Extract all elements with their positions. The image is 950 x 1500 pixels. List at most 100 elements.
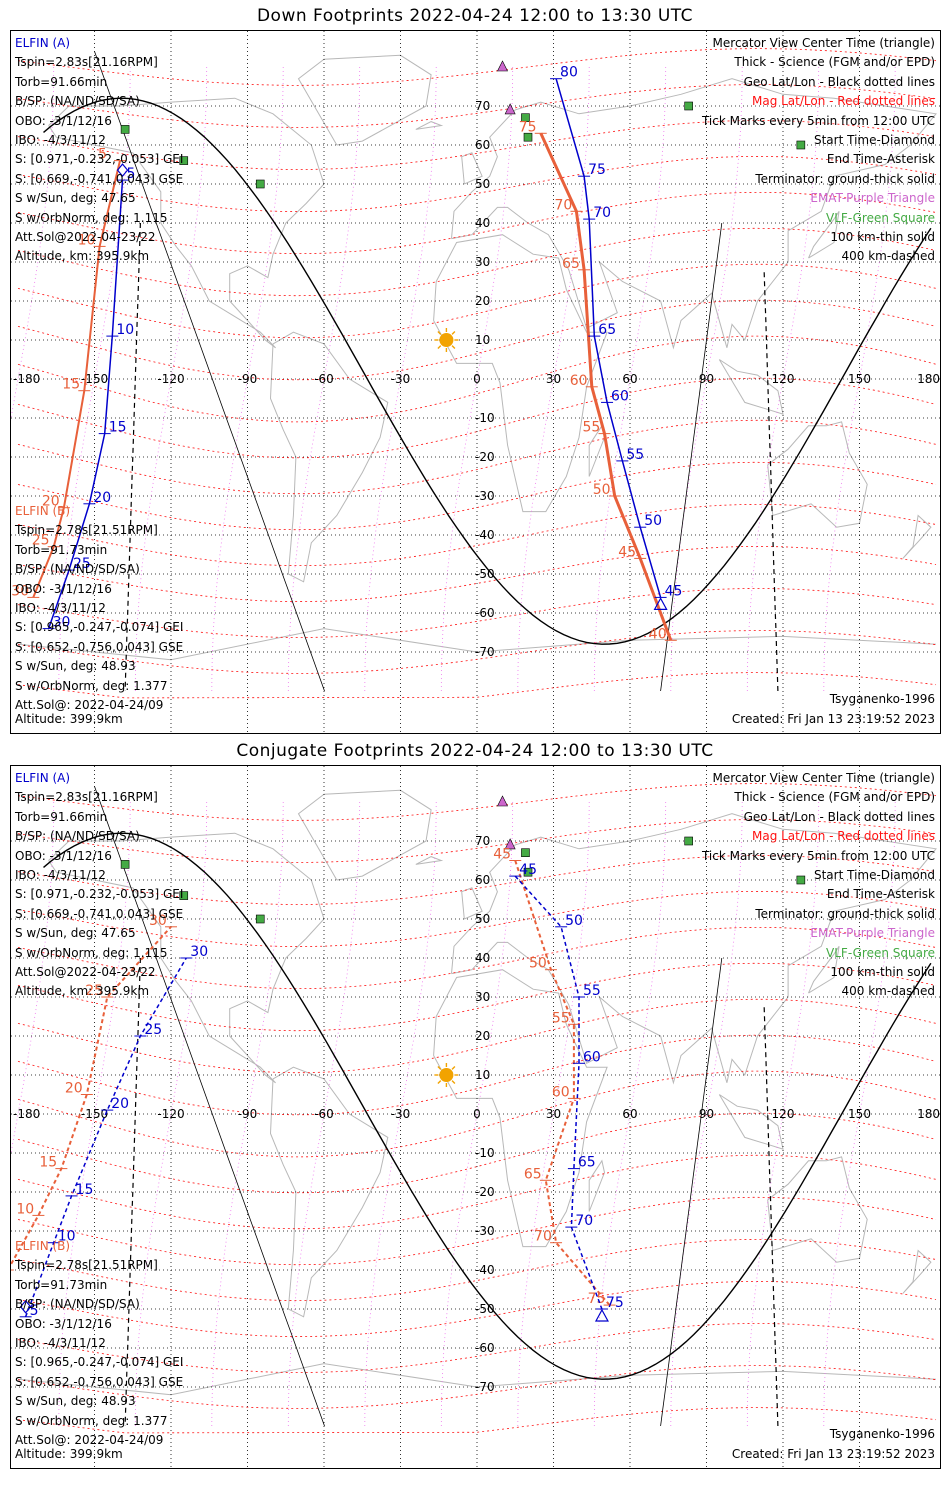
mag-parallel <box>17 855 937 905</box>
elfin-b-line: OBO: -3/1/12/16 <box>15 581 112 596</box>
elfin-b-line: S: [0.965,-0.247,-0.074] GEI <box>15 1355 184 1370</box>
elfin-a-line: B/SP: (NA/ND/SD/SA) <box>15 94 140 109</box>
map-conjugate-footprints: -180 -150 -120 -90 -60 -30 0 30 60 90 120 150 180 70 6… <box>10 765 941 1469</box>
mag-parallel <box>17 926 937 990</box>
sun-ray <box>437 1080 442 1084</box>
legend-line: Terminator: ground-thick solid <box>755 906 935 921</box>
mag-meridian <box>593 66 667 692</box>
lat-tick-label: -10 <box>475 411 495 425</box>
vlf-square <box>796 140 806 150</box>
lat-tick-label: -20 <box>475 450 495 464</box>
mag-parallel <box>17 962 937 1032</box>
lat-tick-label: 30 <box>475 255 490 269</box>
elfin-b-line: S w/Sun, deg: 48.93 <box>15 659 136 674</box>
elfin-b-altitude: Altitude: 399.9km <box>15 711 123 726</box>
vlf-square <box>796 875 806 885</box>
elfin-a-line: S: [0.669,-0.741,0.043] GSE <box>15 171 184 186</box>
elfin-b-track-tick-label: 70 <box>534 1229 552 1245</box>
start-diamond <box>116 163 129 178</box>
elfin-a-track-tick-label: 50 <box>565 913 583 929</box>
elfin-a-line: S w/Sun, deg: 47.65 <box>15 926 136 941</box>
mag-meridian <box>593 801 667 1427</box>
mag-parallel <box>17 1365 937 1409</box>
lon-tick-label: 180 <box>917 1107 940 1121</box>
elfin-b-track-tick-label: 70 <box>554 197 572 213</box>
legend-line: Start Time-Diamond <box>813 868 935 883</box>
elfin-b-track-tick-label: 60 <box>570 373 588 389</box>
elfin-a-line: Altitude, km: 395.9km <box>15 984 150 999</box>
emat-triangle <box>504 838 516 850</box>
elfin-a-line: OBO: -3/1/12/16 <box>15 848 112 863</box>
map-down-footprints: -180 -150 -120 -90 -60 -30 0 30 60 90 120 150 180 70 6… <box>10 30 941 734</box>
sun-ray <box>451 345 456 349</box>
legend-line: 100 km-thin solid <box>830 230 935 245</box>
panel-title-conjugate: Conjugate Footprints 2022-04-24 12:00 to… <box>236 741 714 761</box>
elfin-a-line: OBO: -3/1/12/16 <box>15 113 112 128</box>
mag-meridian <box>211 66 284 692</box>
elfin-b-track-tick-label: 65 <box>562 256 580 272</box>
elfin-b-track-tick-label: 65 <box>524 1166 542 1182</box>
vlf-square <box>120 125 130 134</box>
lon-tick-label: 120 <box>772 1107 795 1121</box>
terminator-100km <box>660 222 723 692</box>
lon-tick-label: 180 <box>917 372 940 386</box>
elfin-b-track-path <box>11 926 172 1267</box>
coastline <box>269 331 389 583</box>
elfin-b-track-tick-label: 25 <box>32 533 50 549</box>
elfin-b-line: S: [0.652,-0.756,0.043] GSE <box>15 1374 184 1389</box>
center-time-triangle <box>594 1308 609 1322</box>
elfin-a-line: Torb=91.66min <box>15 809 108 824</box>
mag-parallel <box>17 419 937 495</box>
legend-line: VLF-Green Square <box>826 945 935 960</box>
terminator-100km <box>94 51 325 692</box>
elfin-b-track-tick-label: 60 <box>552 1084 570 1100</box>
created-date: Created: Fri Jan 13 23:19:52 2023 <box>731 1446 935 1461</box>
mag-meridian <box>670 66 743 692</box>
elfin-a-line: IBO: -4/3/11/12 <box>15 868 106 883</box>
coastline <box>269 1066 389 1318</box>
lon-tick-label: 30 <box>546 1107 561 1121</box>
model-name: Tsyganenko-1996 <box>829 1427 935 1442</box>
lat-tick-label: 20 <box>475 294 490 308</box>
vlf-square <box>255 914 265 924</box>
lon-tick-label: -120 <box>157 372 184 386</box>
elfin-b-line: Tspin=2.78s[21.51RPM] <box>15 523 158 538</box>
legend-line: Tick Marks every 5min from 12:00 UTC <box>701 113 935 128</box>
lon-tick-label: 0 <box>473 1107 481 1121</box>
elfin-b-track-path <box>539 132 673 641</box>
lon-tick-label: -180 <box>13 372 40 386</box>
coastline <box>415 856 444 865</box>
mag-meridian <box>364 66 437 692</box>
vlf-square <box>684 101 693 111</box>
elfin-b-altitude: Altitude: 399.9km <box>15 1446 123 1461</box>
lat-tick-label: 70 <box>475 99 490 113</box>
terminator-400km <box>124 957 141 1427</box>
lat-tick-label: 70 <box>475 834 490 848</box>
elfin-a-line: IBO: -4/3/11/12 <box>15 133 106 148</box>
coastline <box>48 832 325 1084</box>
elfin-a-line: B/SP: (NA/ND/SD/SA) <box>15 829 140 844</box>
coastline <box>461 887 483 920</box>
lon-tick-label: 30 <box>546 372 561 386</box>
coastline <box>451 78 937 350</box>
lon-tick-label: 150 <box>848 1107 871 1121</box>
mag-meridian <box>287 66 361 692</box>
mag-parallel <box>17 630 937 674</box>
mag-meridian <box>823 66 896 692</box>
legend-line: Tick Marks every 5min from 12:00 UTC <box>701 848 935 863</box>
legend-line: VLF-Green Square <box>826 210 935 225</box>
vlf-square <box>684 836 693 846</box>
lat-tick-label: 50 <box>475 912 490 926</box>
elfin-b-track-tick-label: 10 <box>16 1201 34 1217</box>
elfin-a-track-tick-label: 60 <box>611 388 629 404</box>
legend-line: Start Time-Diamond <box>813 133 935 148</box>
map-canvas: -180 -150 -120 -90 -60 -30 0 30 60 90 120 150 180706… <box>11 766 940 1468</box>
coastline <box>48 97 325 349</box>
terminator-ground <box>43 832 932 1380</box>
elfin-b-line: B/SP: (NA/ND/SD/SA) <box>15 1297 140 1312</box>
mag-parallel <box>17 890 937 948</box>
coastline <box>808 211 840 259</box>
vlf-square <box>179 156 189 165</box>
mag-meridian <box>746 801 820 1427</box>
elfin-b-track-tick-label: 15 <box>62 377 80 393</box>
